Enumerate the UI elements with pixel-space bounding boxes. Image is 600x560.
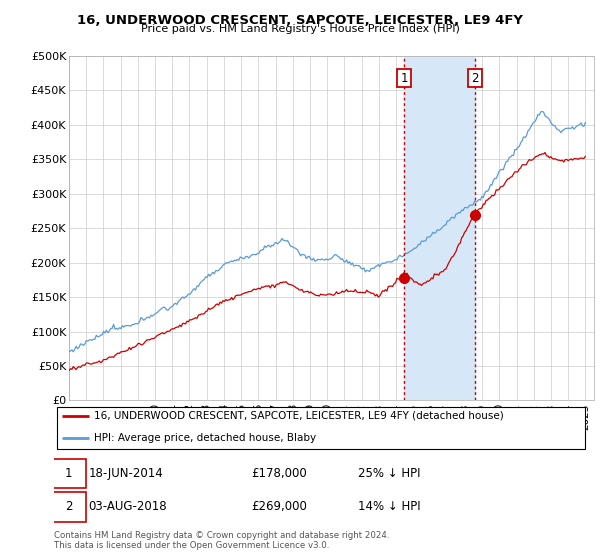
Text: 1: 1 [400, 72, 408, 85]
FancyBboxPatch shape [52, 459, 86, 488]
FancyBboxPatch shape [52, 492, 86, 521]
FancyBboxPatch shape [56, 407, 586, 449]
Bar [404, 56, 475, 400]
Text: 16, UNDERWOOD CRESCENT, SAPCOTE, LEICESTER, LE9 4FY (detached house): 16, UNDERWOOD CRESCENT, SAPCOTE, LEICEST… [94, 411, 504, 421]
Text: £269,000: £269,000 [251, 500, 307, 514]
Text: £178,000: £178,000 [251, 466, 307, 480]
Text: 18-JUN-2014: 18-JUN-2014 [89, 466, 163, 480]
Text: 2: 2 [65, 500, 72, 514]
Text: 14% ↓ HPI: 14% ↓ HPI [358, 500, 421, 514]
Text: Price paid vs. HM Land Registry's House Price Index (HPI): Price paid vs. HM Land Registry's House … [140, 24, 460, 34]
Text: 03-AUG-2018: 03-AUG-2018 [89, 500, 167, 514]
Text: HPI: Average price, detached house, Blaby: HPI: Average price, detached house, Blab… [94, 433, 316, 443]
Text: 1: 1 [65, 466, 72, 480]
Text: Contains HM Land Registry data © Crown copyright and database right 2024.
This d: Contains HM Land Registry data © Crown c… [54, 531, 389, 550]
Text: 2: 2 [471, 72, 479, 85]
Text: 25% ↓ HPI: 25% ↓ HPI [358, 466, 421, 480]
Text: 16, UNDERWOOD CRESCENT, SAPCOTE, LEICESTER, LE9 4FY: 16, UNDERWOOD CRESCENT, SAPCOTE, LEICEST… [77, 14, 523, 27]
